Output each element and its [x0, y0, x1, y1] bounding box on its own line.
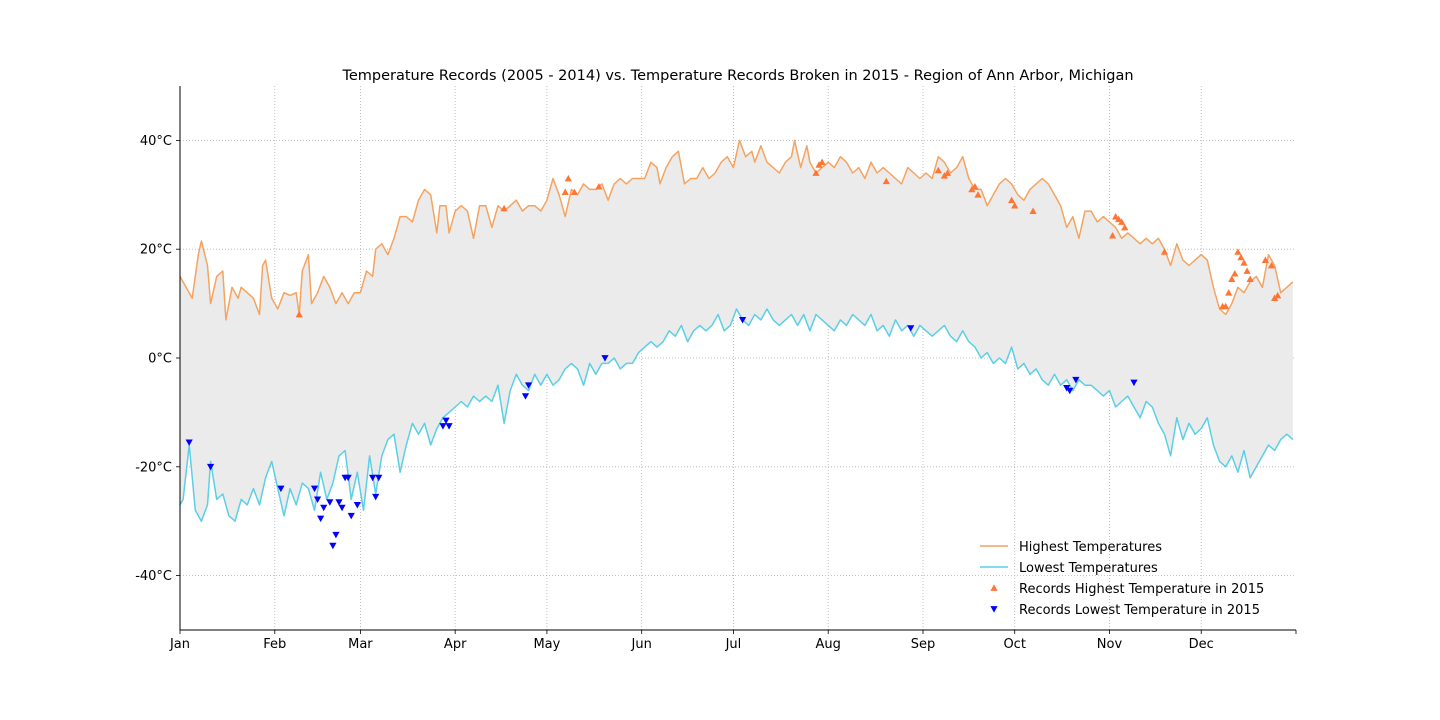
record-high-point	[1112, 212, 1120, 220]
record-high-point	[595, 183, 603, 190]
record-low-point	[601, 355, 609, 362]
legend-swatch	[990, 606, 998, 613]
record-low-point	[442, 417, 450, 425]
record-high-point	[812, 169, 820, 176]
tick-labels: Jan Feb Mar Apr May Jun Jul Aug Sep Oct Nov Dec -40°…	[135, 134, 1214, 652]
x-tick-label: Nov	[1097, 637, 1123, 652]
record-low-point	[277, 485, 285, 493]
record-high-point	[1267, 261, 1276, 269]
record-high-point	[561, 188, 569, 195]
record-high-point	[1228, 275, 1236, 282]
legend-label: Records Lowest Temperature in 2015	[1019, 603, 1260, 618]
record-high-point	[1029, 207, 1037, 214]
record-low-point	[326, 499, 334, 506]
x-tick-label: Aug	[816, 637, 841, 652]
record-low-point	[206, 463, 215, 471]
record-high-point	[974, 191, 982, 198]
x-tick-label: Apr	[444, 637, 467, 652]
record-low-point	[372, 493, 380, 501]
record-high-point	[1261, 256, 1270, 263]
record-low-point	[353, 502, 361, 509]
record-high-point	[1121, 223, 1129, 231]
record-high-point	[295, 310, 303, 318]
record-high-point	[1008, 196, 1016, 204]
record-high-point	[818, 158, 826, 166]
record-low-point	[338, 504, 346, 512]
record-high-point	[1234, 248, 1242, 255]
record-low-point	[310, 485, 319, 493]
x-tick-label: Dec	[1189, 637, 1214, 652]
record-low-point	[344, 474, 352, 482]
record-high-point	[1240, 259, 1248, 266]
y-tick-label: -40°C	[135, 569, 172, 584]
record-high-point	[1118, 218, 1126, 225]
legend-label: Records Highest Temperature in 2015	[1019, 582, 1264, 597]
x-tick-label: Sep	[911, 637, 936, 652]
lowest-temperatures-line	[179, 308, 1294, 522]
y-tick-label: 20°C	[140, 243, 172, 258]
record-low-point	[185, 439, 193, 446]
legend-swatch	[990, 584, 998, 591]
y-tick-label: 40°C	[140, 134, 172, 149]
record-low-point	[738, 317, 747, 324]
record-high-point	[882, 177, 890, 185]
record-low-point	[369, 474, 377, 482]
x-tick-label: Jan	[169, 637, 190, 652]
record-low-point	[907, 325, 915, 332]
record-low-point	[1072, 376, 1080, 384]
y-tick-label: 0°C	[148, 352, 172, 367]
axes	[176, 86, 1297, 634]
record-high-point	[564, 174, 572, 182]
x-tick-label: Feb	[263, 637, 286, 652]
record-high-point	[1108, 232, 1117, 239]
legend: Highest Temperatures Lowest Temperatures R…	[980, 540, 1264, 618]
record-high-point	[1115, 215, 1123, 223]
legend-label: Lowest Temperatures	[1019, 561, 1158, 576]
temperature-range-band	[180, 140, 1293, 522]
highest-temperatures-line	[179, 139, 1294, 321]
record-high-point	[1222, 302, 1230, 310]
record-low-point	[445, 423, 453, 430]
record-high-point	[971, 183, 979, 190]
record-low-point	[1130, 379, 1138, 387]
record-high-point	[570, 188, 579, 195]
record-low-point	[332, 531, 340, 539]
record-high-point	[1231, 270, 1239, 277]
record-high-point	[1225, 289, 1233, 296]
y-tick-label: -20°C	[135, 460, 172, 475]
record-low-point	[347, 512, 355, 520]
x-tick-label: May	[533, 637, 560, 652]
record-high-point	[1160, 248, 1169, 255]
x-tick-label: Mar	[348, 637, 373, 652]
record-high-point	[1237, 253, 1245, 261]
legend-label: Highest Temperatures	[1019, 540, 1162, 555]
record-high-point	[934, 166, 942, 174]
series-layer	[179, 139, 1294, 522]
record-high-point	[500, 204, 508, 212]
x-tick-label: Oct	[1003, 637, 1025, 652]
record-high-point	[1243, 267, 1251, 274]
plot-area: Jan Feb Mar Apr May Jun Jul Aug Sep Oct Nov Dec -40°…	[135, 86, 1297, 652]
record-low-point	[329, 542, 337, 550]
record-low-point	[317, 515, 325, 523]
record-high-point	[1011, 202, 1019, 209]
record-high-point	[1246, 275, 1254, 282]
record-high-point	[1274, 291, 1282, 299]
x-tick-label: Jun	[631, 637, 652, 652]
record-low-point	[313, 496, 322, 504]
record-low-point	[320, 504, 328, 512]
x-tick-label: Jul	[725, 637, 742, 652]
record-low-point	[521, 393, 530, 400]
record-low-point	[439, 423, 447, 430]
record-markers	[185, 158, 1282, 550]
record-low-point	[1066, 387, 1074, 395]
record-low-point	[375, 474, 383, 482]
record-high-point	[943, 169, 952, 176]
chart-title: Temperature Records (2005 - 2014) vs. Te…	[341, 68, 1133, 84]
record-low-point	[524, 382, 533, 389]
record-low-point	[335, 499, 343, 506]
